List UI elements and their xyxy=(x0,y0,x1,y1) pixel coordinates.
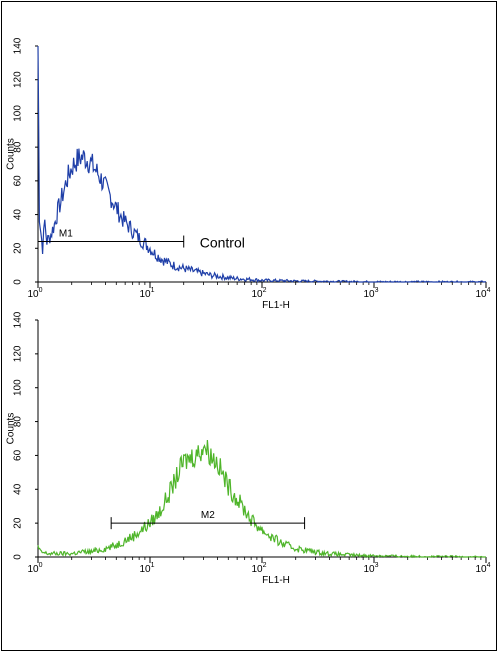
panel-2-y-tick-label: 140 xyxy=(13,311,24,328)
panel-1-x-tick-label: 102 xyxy=(251,287,266,300)
panel-2-y-tick-label: 20 xyxy=(13,517,24,529)
panel-2-y-tick-label: 80 xyxy=(13,416,24,428)
panel-1-y-tick-label: 120 xyxy=(13,71,24,88)
panel-2-x-tick-label: 104 xyxy=(475,562,490,575)
panel-2-y-tick-label: 60 xyxy=(13,449,24,461)
panel-2-x-tick-label: 103 xyxy=(363,562,378,575)
panel-2-y-tick-label: 100 xyxy=(13,379,24,396)
panel-1-gate-label: M1 xyxy=(59,229,73,240)
panel-1-y-tick-label: 80 xyxy=(13,141,24,153)
panel-2-y-axis-label: Counts xyxy=(6,413,17,445)
panel-2-x-tick-label: 101 xyxy=(139,562,154,575)
panel-2-y-tick-label: 0 xyxy=(13,554,24,560)
panel-1-y-axis-label: Counts xyxy=(6,138,17,170)
panel-1-x-tick-label: 100 xyxy=(27,287,42,300)
panel-2-histogram-line xyxy=(37,439,486,559)
panel-1-y-tick-label: 0 xyxy=(13,279,24,285)
panel-1-y-tick-label: 100 xyxy=(13,105,24,122)
panel-2-x-axis-label: FL1-H xyxy=(262,575,290,586)
panel-1-x-tick-label: 104 xyxy=(475,287,490,300)
panel-1-y-tick-label: 20 xyxy=(13,242,24,254)
panel-1-y-tick-label: 40 xyxy=(13,209,24,221)
panel-1-x-axis-label: FL1-H xyxy=(262,300,290,311)
panel-1-y-tick-label: 60 xyxy=(13,175,24,187)
panel-1-annotation-control: Control xyxy=(200,235,245,251)
panel-1-x-tick-label: 103 xyxy=(363,287,378,300)
panel-2-x-tick-label: 100 xyxy=(27,562,42,575)
panel-1-histogram-line xyxy=(37,45,487,283)
panel-2-x-tick-label: 102 xyxy=(251,562,266,575)
panel-2-y-tick-label: 120 xyxy=(13,345,24,362)
panel-1-y-tick-label: 140 xyxy=(13,37,24,54)
panel-2-y-tick-label: 40 xyxy=(13,483,24,495)
panel-1-x-tick-label: 101 xyxy=(139,287,154,300)
panel-2-gate-label: M2 xyxy=(201,510,215,521)
